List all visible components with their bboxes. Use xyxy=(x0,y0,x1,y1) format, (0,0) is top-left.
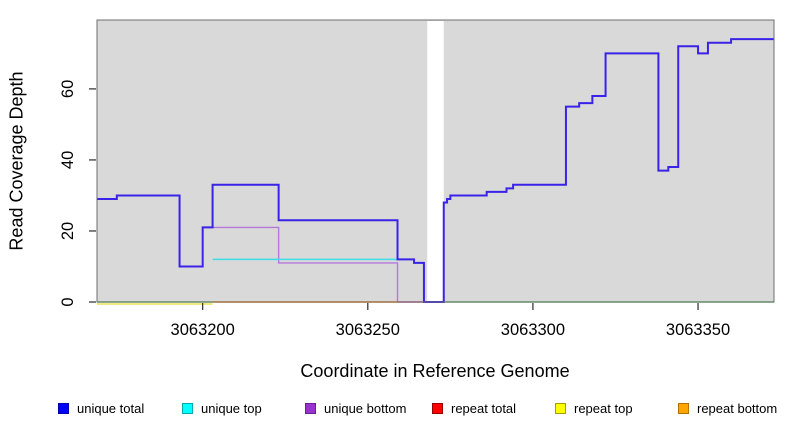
y-tick-label: 60 xyxy=(59,80,77,98)
legend-label-unique-total: unique total xyxy=(77,400,145,416)
x-tick-label: 3063200 xyxy=(171,321,235,339)
x-tick-label: 3063250 xyxy=(336,321,400,339)
y-tick-label: 40 xyxy=(59,151,77,169)
coverage-plot-canvas: 3063200 3063250 3063300 3063350 0 20 40 60 xyxy=(59,19,775,339)
plot-border xyxy=(96,19,775,303)
y-tick-label: 0 xyxy=(59,297,77,306)
x-tick-label: 3063300 xyxy=(501,321,565,339)
legend-item-unique-bottom: unique bottom xyxy=(305,400,406,416)
legend-swatch-unique-bottom xyxy=(305,402,316,414)
legend-label-unique-bottom: unique bottom xyxy=(324,400,407,416)
x-tick-label: 3063350 xyxy=(666,321,730,339)
y-axis-title: Read Coverage Depth xyxy=(6,71,27,251)
legend-swatch-unique-top xyxy=(182,402,193,414)
x-axis-title: Coordinate in Reference Genome xyxy=(300,361,570,381)
legend-label-repeat-top: repeat top xyxy=(574,400,633,416)
legend-item-repeat-bottom: repeat bottom xyxy=(678,400,777,416)
legend-swatch-unique-total xyxy=(58,402,69,414)
y-tick-label: 20 xyxy=(59,222,77,240)
legend-label-repeat-bottom: repeat bottom xyxy=(697,400,778,416)
legend-item-repeat-top: repeat top xyxy=(555,400,633,416)
legend-swatch-repeat-bottom xyxy=(678,402,689,414)
legend-item-repeat-total: repeat total xyxy=(432,400,516,416)
series-line-unique-total xyxy=(97,38,774,303)
legend-item-unique-top: unique top xyxy=(182,400,262,416)
legend-swatch-repeat-total xyxy=(432,402,443,414)
no-data-gap-band xyxy=(427,21,444,302)
legend-label-repeat-total: repeat total xyxy=(451,400,517,416)
legend-label-unique-top: unique top xyxy=(201,400,262,416)
legend-item-unique-total: unique total xyxy=(58,400,144,416)
legend-swatch-repeat-top xyxy=(555,402,566,414)
